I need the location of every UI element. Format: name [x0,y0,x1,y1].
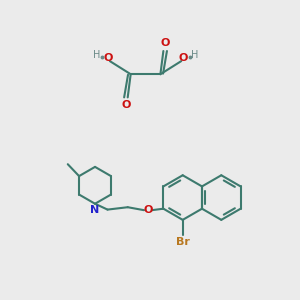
Text: O: O [143,205,153,215]
Text: O: O [160,38,170,48]
Text: H: H [93,50,100,60]
Text: N: N [90,205,100,215]
Text: O: O [103,52,113,63]
Text: Br: Br [176,236,190,247]
Text: H: H [191,50,198,60]
Text: O: O [121,100,130,110]
Text: O: O [178,52,188,63]
